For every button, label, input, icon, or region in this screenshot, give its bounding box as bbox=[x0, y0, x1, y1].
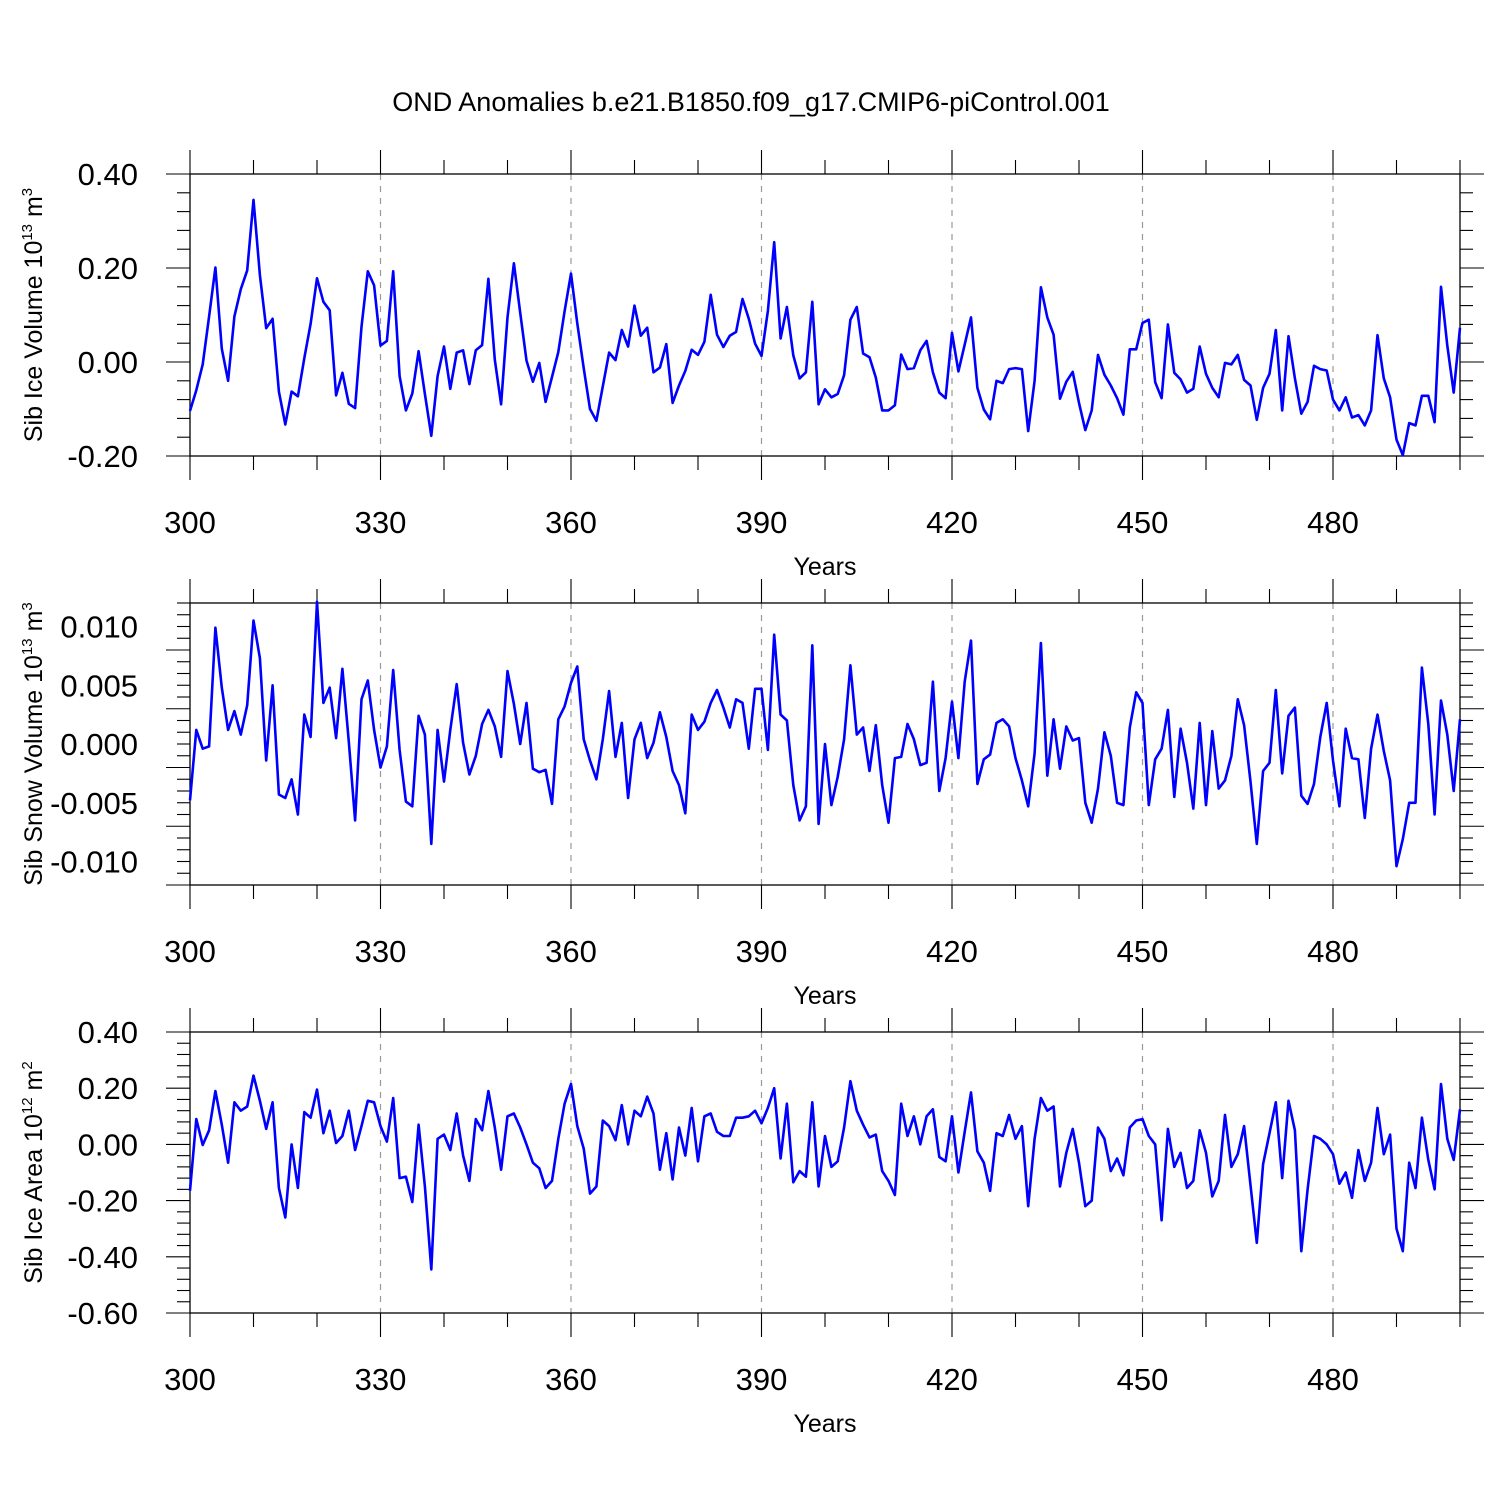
y-tick-label: -0.40 bbox=[67, 1240, 138, 1275]
series-line bbox=[188, 198, 1462, 457]
x-tick-label: 300 bbox=[164, 934, 216, 969]
y-tick-label: 0.40 bbox=[78, 157, 138, 192]
y-tick-label: -0.005 bbox=[50, 786, 138, 821]
x-tick-label: 360 bbox=[545, 934, 597, 969]
x-tick-label: 480 bbox=[1307, 505, 1359, 540]
x-tick-label: 330 bbox=[355, 934, 407, 969]
x-tick-label: 420 bbox=[926, 505, 978, 540]
y-tick-label: 0.20 bbox=[78, 251, 138, 286]
y-tick-label: 0.000 bbox=[60, 727, 138, 762]
x-tick-label: 450 bbox=[1117, 934, 1169, 969]
x-tick-label: 420 bbox=[926, 1362, 978, 1397]
y-tick-label: 0.20 bbox=[78, 1071, 138, 1106]
x-tick-label: 390 bbox=[736, 505, 788, 540]
panel-1: -0.20 0.00 0.20 0.40 300 330 360 390 420 450 480 Ye… bbox=[19, 150, 1484, 581]
y-axis-label: Sib Ice Volume 1013 m3 bbox=[19, 188, 48, 442]
x-axis-label: Years bbox=[793, 982, 856, 1010]
x-axis-label: Years bbox=[793, 1410, 856, 1438]
y-tick-label: -0.20 bbox=[67, 439, 138, 474]
y-tick-label: 0.005 bbox=[60, 668, 138, 703]
y-tick-label: -0.60 bbox=[67, 1296, 138, 1331]
y-axis-label: Sib Snow Volume 1013 m3 bbox=[19, 602, 48, 886]
plot-frame bbox=[189, 1031, 1461, 1314]
y-tick-label: -0.010 bbox=[50, 845, 138, 880]
plot-frame bbox=[189, 173, 1461, 457]
x-tick-label: 360 bbox=[545, 1362, 597, 1397]
x-tick-label: 330 bbox=[355, 1362, 407, 1397]
y-tick-label: 0.00 bbox=[78, 1127, 138, 1162]
x-tick-label: 330 bbox=[355, 505, 407, 540]
x-tick-label: 390 bbox=[736, 934, 788, 969]
x-tick-label: 480 bbox=[1307, 1362, 1359, 1397]
series-line bbox=[188, 600, 1462, 868]
y-tick-label: 0.010 bbox=[60, 610, 138, 645]
x-tick-label: 390 bbox=[736, 1362, 788, 1397]
x-tick-label: 300 bbox=[164, 505, 216, 540]
x-tick-label: 450 bbox=[1117, 505, 1169, 540]
y-tick-label: 0.00 bbox=[78, 345, 138, 380]
x-tick-label: 300 bbox=[164, 1362, 216, 1397]
x-tick-label: 450 bbox=[1117, 1362, 1169, 1397]
y-axis-label: Sib Ice Area 1012 m2 bbox=[19, 1061, 48, 1283]
x-tick-label: 360 bbox=[545, 505, 597, 540]
series-line bbox=[188, 1074, 1462, 1271]
panel-3: -0.60 -0.40 -0.20 0.00 0.20 0.40 300 330 360 390 4… bbox=[19, 1008, 1484, 1438]
x-tick-label: 480 bbox=[1307, 934, 1359, 969]
x-tick-label: 420 bbox=[926, 934, 978, 969]
x-axis-label: Years bbox=[793, 553, 856, 581]
figure-title: OND Anomalies b.e21.B1850.f09_g17.CMIP6-… bbox=[392, 87, 1109, 117]
y-tick-label: -0.20 bbox=[67, 1184, 138, 1219]
panel-2: -0.010 -0.005 0.000 0.005 0.010 300 330 360 390 4… bbox=[19, 579, 1484, 1010]
y-tick-label: 0.40 bbox=[78, 1015, 138, 1050]
